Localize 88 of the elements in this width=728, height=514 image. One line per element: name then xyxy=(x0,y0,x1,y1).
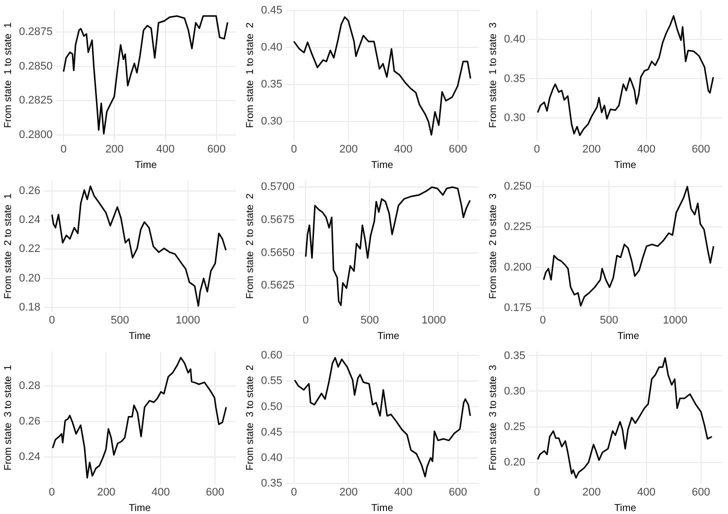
x-tick-label: 400 xyxy=(394,143,412,156)
x-tick-label: 0 xyxy=(48,314,56,326)
y-tick-label: 0.40 xyxy=(260,41,282,54)
x-tick-label: 0 xyxy=(290,143,297,156)
y-axis-title: From state 1 to state 3 xyxy=(488,22,499,128)
x-tick-label: 600 xyxy=(692,143,710,156)
x-tick-label: 200 xyxy=(339,143,358,156)
x-tick-label: 200 xyxy=(105,143,124,156)
y-tick-label: 0.5625 xyxy=(260,280,295,292)
x-axis-title: Time xyxy=(614,160,637,171)
x-tick-label: 400 xyxy=(156,143,175,156)
x-axis-title: Time xyxy=(614,502,637,514)
y-tick-label: 0.20 xyxy=(504,456,526,468)
x-axis-title: Time xyxy=(128,502,152,514)
x-tick-label: 0 xyxy=(302,314,309,326)
x-tick-label: 0 xyxy=(290,486,297,498)
y-tick-label: 0.30 xyxy=(504,112,526,124)
y-tick-label: 0.2875 xyxy=(18,26,53,38)
x-tick-label: 1000 xyxy=(662,314,688,326)
x-tick-label: 500 xyxy=(360,314,379,326)
x-tick-label: 400 xyxy=(637,486,656,498)
y-tick-label: 0.250 xyxy=(504,180,532,193)
x-tick-label: 200 xyxy=(97,486,116,498)
x-tick-label: 400 xyxy=(151,486,170,498)
y-axis-title: From state 1 to state 2 xyxy=(244,22,256,128)
y-tick-label: 0.5650 xyxy=(260,246,295,259)
y-tick-label: 0.5700 xyxy=(260,181,295,194)
y-tick-label: 0.60 xyxy=(260,350,282,362)
y-tick-label: 0.30 xyxy=(504,385,526,398)
y-tick-label: 0.26 xyxy=(18,184,40,197)
y-tick-label: 0.45 xyxy=(260,426,282,438)
y-tick-label: 0.175 xyxy=(504,302,532,314)
y-axis-title: From state 3 to state 1 xyxy=(2,364,14,471)
y-tick-label: 0.35 xyxy=(260,78,282,90)
y-tick-label: 0.45 xyxy=(260,4,282,16)
x-tick-label: 1000 xyxy=(176,314,200,326)
y-tick-label: 0.55 xyxy=(260,375,282,388)
y-tick-label: 0.40 xyxy=(504,33,526,46)
y-tick-label: 0.2825 xyxy=(18,94,53,107)
x-tick-label: 0 xyxy=(534,486,540,498)
x-tick-label: 400 xyxy=(394,486,412,498)
y-tick-label: 0.28 xyxy=(18,380,40,392)
x-axis-title: Time xyxy=(128,330,152,342)
y-axis-title: From state 3 to state 3 xyxy=(488,364,499,471)
y-tick-label: 0.2850 xyxy=(18,60,53,72)
y-tick-label: 0.30 xyxy=(260,116,282,128)
x-tick-label: 200 xyxy=(582,143,601,156)
x-axis-title: Time xyxy=(371,160,394,171)
y-tick-label: 0.35 xyxy=(504,72,526,85)
y-axis-title: From state 2 to state 1 xyxy=(2,192,14,300)
x-tick-label: 600 xyxy=(207,143,226,156)
x-tick-label: 0 xyxy=(540,314,546,326)
y-tick-label: 0.20 xyxy=(18,272,40,284)
y-axis-title: From state 2 to state 2 xyxy=(244,192,256,300)
x-tick-label: 500 xyxy=(600,314,618,326)
x-tick-label: 600 xyxy=(448,486,468,498)
y-tick-label: 0.225 xyxy=(504,221,532,234)
x-tick-label: 0 xyxy=(60,143,67,156)
x-tick-label: 0 xyxy=(48,486,55,498)
y-tick-label: 0.40 xyxy=(260,452,282,464)
x-tick-label: 1000 xyxy=(421,314,446,326)
x-tick-label: 600 xyxy=(448,143,468,156)
x-tick-label: 500 xyxy=(110,314,130,326)
y-tick-label: 0.35 xyxy=(504,350,526,362)
x-tick-label: 200 xyxy=(339,486,358,498)
x-axis-title: Time xyxy=(134,160,158,171)
x-axis-title: Time xyxy=(377,330,400,342)
x-tick-label: 600 xyxy=(206,486,224,498)
y-axis-title: From state 3 to state 2 xyxy=(244,364,256,471)
y-tick-label: 0.35 xyxy=(260,477,282,490)
y-tick-label: 0.5675 xyxy=(260,214,295,226)
x-tick-label: 200 xyxy=(582,486,601,498)
y-axis-title: From state 2 to state 3 xyxy=(488,192,499,300)
y-tick-label: 0.25 xyxy=(504,420,526,433)
y-tick-label: 0.22 xyxy=(18,243,40,256)
y-tick-label: 0.24 xyxy=(18,214,40,226)
y-tick-label: 0.50 xyxy=(260,400,282,413)
y-tick-label: 0.26 xyxy=(18,416,40,428)
x-tick-label: 400 xyxy=(637,143,656,156)
x-tick-label: 600 xyxy=(692,486,710,498)
x-axis-title: Time xyxy=(371,502,394,514)
y-tick-label: 0.24 xyxy=(18,450,40,463)
x-axis-title: Time xyxy=(617,330,640,342)
y-tick-label: 0.18 xyxy=(18,301,40,314)
y-tick-label: 0.2800 xyxy=(18,128,53,141)
y-axis-title: From state 1 to state 1 xyxy=(2,22,14,128)
x-tick-label: 0 xyxy=(534,143,540,156)
y-tick-label: 0.200 xyxy=(504,261,532,274)
